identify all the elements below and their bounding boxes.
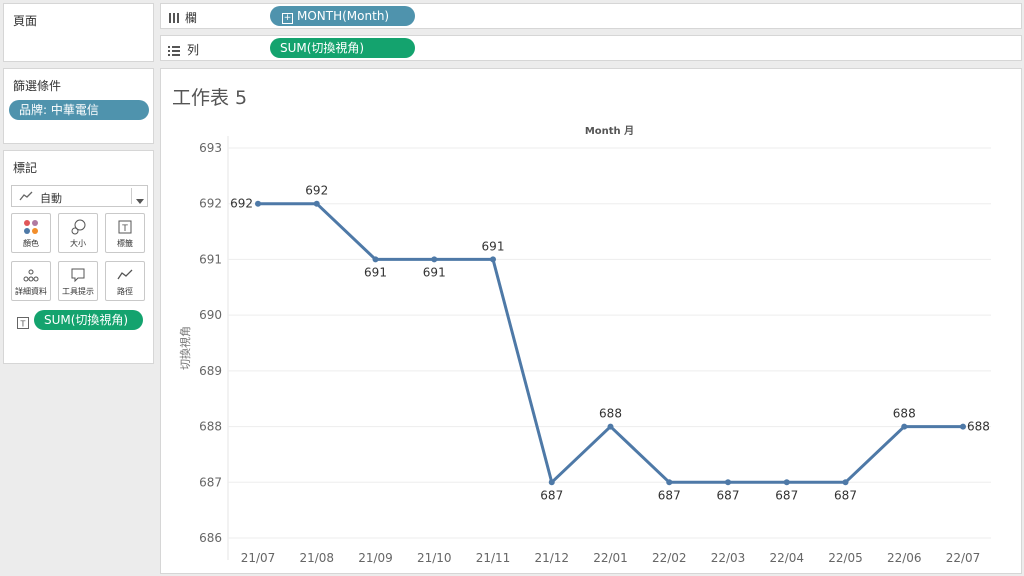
detail-button[interactable]: 詳細資料 <box>11 261 51 301</box>
filters-panel[interactable]: 篩選條件 品牌: 中華電信 <box>3 68 154 144</box>
size-button[interactable]: 大小 <box>58 213 98 253</box>
data-label: 687 <box>658 488 681 502</box>
y-tick-label: 690 <box>199 308 222 322</box>
data-label: 691 <box>423 265 446 279</box>
filters-panel-title: 篩選條件 <box>13 79 62 93</box>
path-button[interactable]: 路徑 <box>105 261 145 301</box>
data-label: 692 <box>230 197 253 211</box>
data-point <box>783 479 790 486</box>
y-tick-label: 692 <box>199 197 222 211</box>
data-point <box>607 423 614 430</box>
x-axis-title: Month 月 <box>585 125 634 137</box>
detail-icon <box>12 267 50 283</box>
data-point <box>901 423 908 430</box>
line-mark-icon <box>19 190 33 205</box>
columns-shelf[interactable]: 欄 + MONTH(Month) <box>160 3 1022 29</box>
x-tick-label: 21/07 <box>241 551 276 565</box>
y-tick-label: 687 <box>199 475 222 489</box>
x-tick-label: 22/01 <box>593 551 628 565</box>
tooltip-button[interactable]: 工具提示 <box>58 261 98 301</box>
x-tick-label: 22/03 <box>711 551 746 565</box>
y-tick-label: 688 <box>199 420 222 434</box>
tooltip-icon <box>59 267 97 283</box>
x-tick-label: 21/08 <box>299 551 334 565</box>
x-tick-label: 21/10 <box>417 551 452 565</box>
x-tick-label: 21/12 <box>534 551 569 565</box>
data-point <box>666 479 673 486</box>
y-tick-label: 693 <box>199 141 222 155</box>
label-button-label: 標籤 <box>117 239 133 248</box>
label-field-pill[interactable]: SUM(切換視角) <box>34 310 143 330</box>
expand-icon[interactable]: + <box>282 13 293 24</box>
pages-panel[interactable]: 頁面 <box>3 3 154 62</box>
month-pill[interactable]: + MONTH(Month) <box>270 6 415 26</box>
y-tick-label: 691 <box>199 252 222 266</box>
data-point <box>725 479 731 486</box>
data-label: 691 <box>364 265 387 279</box>
x-tick-label: 21/09 <box>358 551 393 565</box>
x-tick-label: 22/04 <box>769 551 804 565</box>
x-tick-label: 21/11 <box>476 551 511 565</box>
x-tick-label: 22/06 <box>887 551 922 565</box>
chevron-down-icon[interactable] <box>136 194 144 207</box>
marks-panel-title: 標記 <box>13 161 38 175</box>
path-button-label: 路徑 <box>117 287 133 296</box>
rows-icon <box>167 42 181 61</box>
data-point <box>490 256 496 263</box>
svg-text:T: T <box>121 224 128 234</box>
data-point <box>313 200 320 207</box>
detail-button-label: 詳細資料 <box>15 287 47 296</box>
color-button[interactable]: 顏色 <box>11 213 51 253</box>
label-icon: T <box>106 219 144 235</box>
month-pill-label: MONTH(Month) <box>297 9 390 23</box>
y-tick-label: 689 <box>199 364 222 378</box>
mark-type-dropdown[interactable]: 自動 <box>11 185 148 207</box>
x-tick-label: 22/07 <box>946 551 981 565</box>
data-point <box>431 256 438 263</box>
x-tick-label: 22/02 <box>652 551 687 565</box>
marks-panel[interactable]: 標記 自動 顏色 大小 T 標籤 詳細資料 <box>3 150 154 364</box>
data-label: 691 <box>482 239 505 253</box>
rows-shelf[interactable]: 列 SUM(切換視角) <box>160 35 1022 61</box>
size-button-label: 大小 <box>70 239 86 248</box>
tooltip-button-label: 工具提示 <box>62 287 94 296</box>
label-button[interactable]: T 標籤 <box>105 213 145 253</box>
series-line <box>258 202 963 484</box>
columns-icon <box>168 9 180 28</box>
filter-pill[interactable]: 品牌: 中華電信 <box>9 100 149 120</box>
x-tick-label: 22/05 <box>828 551 863 565</box>
size-icon <box>59 219 97 235</box>
y-axis-title: 切換視角 <box>178 326 192 370</box>
label-field-icon: T <box>17 314 29 333</box>
data-point <box>960 423 966 430</box>
data-point <box>842 479 849 486</box>
data-point <box>548 479 555 486</box>
data-label: 688 <box>599 407 622 421</box>
data-label: 687 <box>540 488 563 502</box>
data-point <box>372 256 379 263</box>
dropdown-divider <box>131 188 132 204</box>
rows-shelf-label: 列 <box>187 43 200 57</box>
color-icon <box>12 219 50 235</box>
path-icon <box>106 267 144 283</box>
sheet-title: 工作表 5 <box>172 87 248 109</box>
data-label: 688 <box>967 420 990 434</box>
columns-shelf-label: 欄 <box>185 11 198 25</box>
data-label: 687 <box>775 488 798 502</box>
line-chart[interactable]: 686 687 688 689 690 691 692 693 21/07 21/08 21/09 2… <box>161 69 1023 575</box>
data-label: 687 <box>717 488 740 502</box>
sum-pill[interactable]: SUM(切換視角) <box>270 38 415 58</box>
data-label: 692 <box>305 184 328 198</box>
y-tick-label: 686 <box>199 531 222 545</box>
data-label: 687 <box>834 488 857 502</box>
data-label: 688 <box>893 407 916 421</box>
pages-panel-title: 頁面 <box>13 14 38 28</box>
view-panel[interactable]: 工作表 5 686 687 688 689 690 691 692 693 21/07 21/08… <box>160 68 1022 574</box>
data-point <box>255 200 261 207</box>
color-button-label: 顏色 <box>23 239 39 248</box>
svg-text:T: T <box>20 320 26 329</box>
mark-type-label: 自動 <box>40 192 62 205</box>
